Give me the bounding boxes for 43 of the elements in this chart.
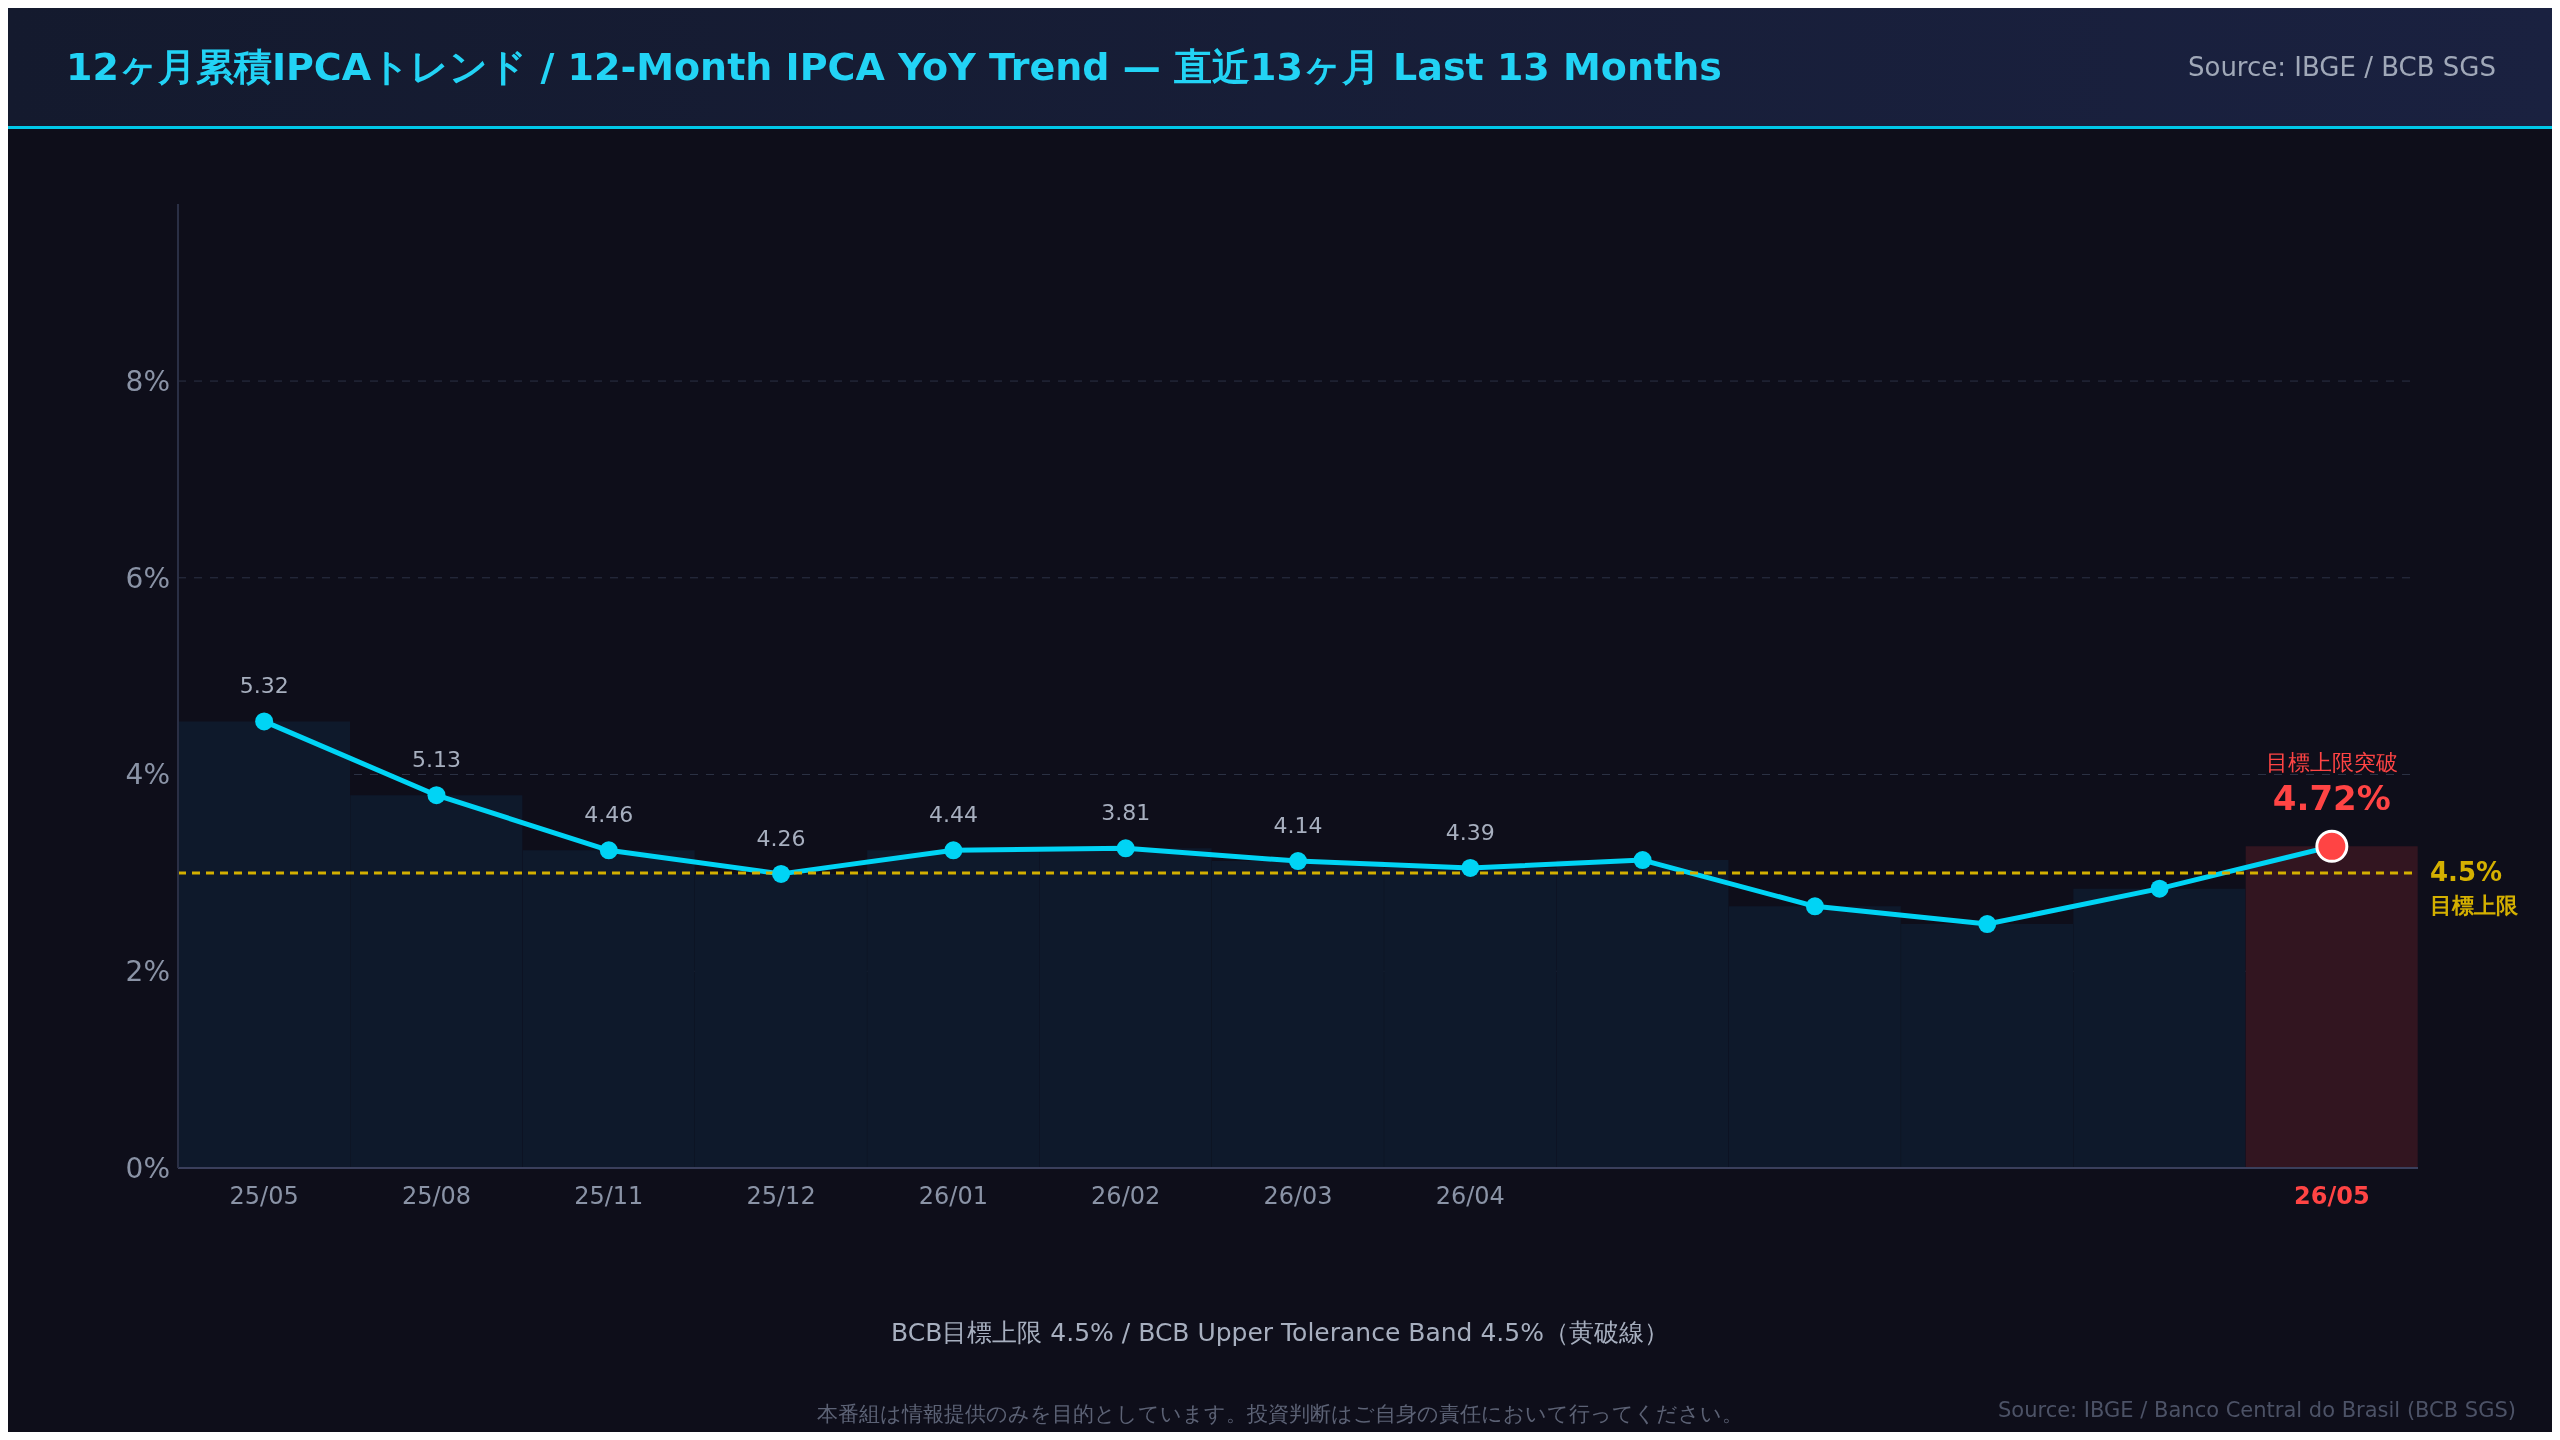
x-tick-label: 26/03 — [1263, 1182, 1333, 1210]
point — [772, 864, 791, 883]
x-tick-label: 26/02 — [1091, 1182, 1161, 1210]
chart-title: 12ヶ月累積IPCAトレンド / 12-Month IPCA YoY Trend — 直近13ヶ月 Last 13 Months — [66, 44, 1722, 91]
source-note: Source: IBGE / Banco Central do Brasil (BCB SGS) — [1997, 1398, 2516, 1422]
text: 本番組は情報提供のみを目的としています。投資判断はご自身の責任において行ってください。 — [817, 1402, 1743, 1426]
bar — [2245, 846, 2418, 1168]
point — [1289, 852, 1307, 871]
annotation: 4.39 — [1445, 819, 1495, 845]
point — [1116, 839, 1135, 858]
annotation: 4.26 — [756, 825, 806, 851]
annotation: 3.81 — [1101, 800, 1151, 826]
ref-line-label: 4.5% 目標上限 — [2430, 856, 2519, 918]
annotation: 5.32 — [239, 673, 289, 699]
y-tick-label: 6% — [125, 561, 170, 595]
x-tick-label: 26/05 — [2294, 1182, 2370, 1210]
text: BCB目標上限 4.5% / BCB Upper Tolerance Band 4.5%（黄破線） — [890, 1317, 1670, 1349]
y-tick-label: 0% — [125, 1151, 170, 1185]
annotation: 4.44 — [928, 802, 978, 828]
point — [1461, 858, 1480, 877]
annotation: 目標上限突破 — [2265, 750, 2398, 776]
point — [255, 712, 274, 731]
point — [1805, 897, 1824, 916]
x-tick-label: 25/08 — [401, 1182, 472, 1210]
point — [1633, 851, 1652, 870]
x-tick-label: 26/04 — [1435, 1182, 1505, 1210]
annotation: 4.46 — [584, 802, 634, 828]
annotation: 4.72% — [2272, 778, 2391, 819]
point — [599, 841, 618, 860]
y-tick-label: 8% — [125, 365, 170, 398]
point — [944, 841, 963, 860]
x-tick-label: 25/12 — [746, 1182, 816, 1210]
annotation: 5.13 — [411, 747, 461, 773]
y-tick-label: 2% — [125, 955, 170, 989]
x-tick-label: 25/05 — [229, 1182, 299, 1210]
point — [1978, 915, 1997, 934]
x-tick-label: 25/11 — [574, 1182, 644, 1210]
source-note: Source: IBGE / BCB SGS — [2187, 52, 2496, 82]
annotation: 4.14 — [1273, 813, 1323, 839]
x-tick-label: 26/01 — [918, 1182, 988, 1210]
y-tick-label: 4% — [125, 758, 170, 792]
point — [2150, 879, 2169, 898]
point — [427, 786, 446, 805]
